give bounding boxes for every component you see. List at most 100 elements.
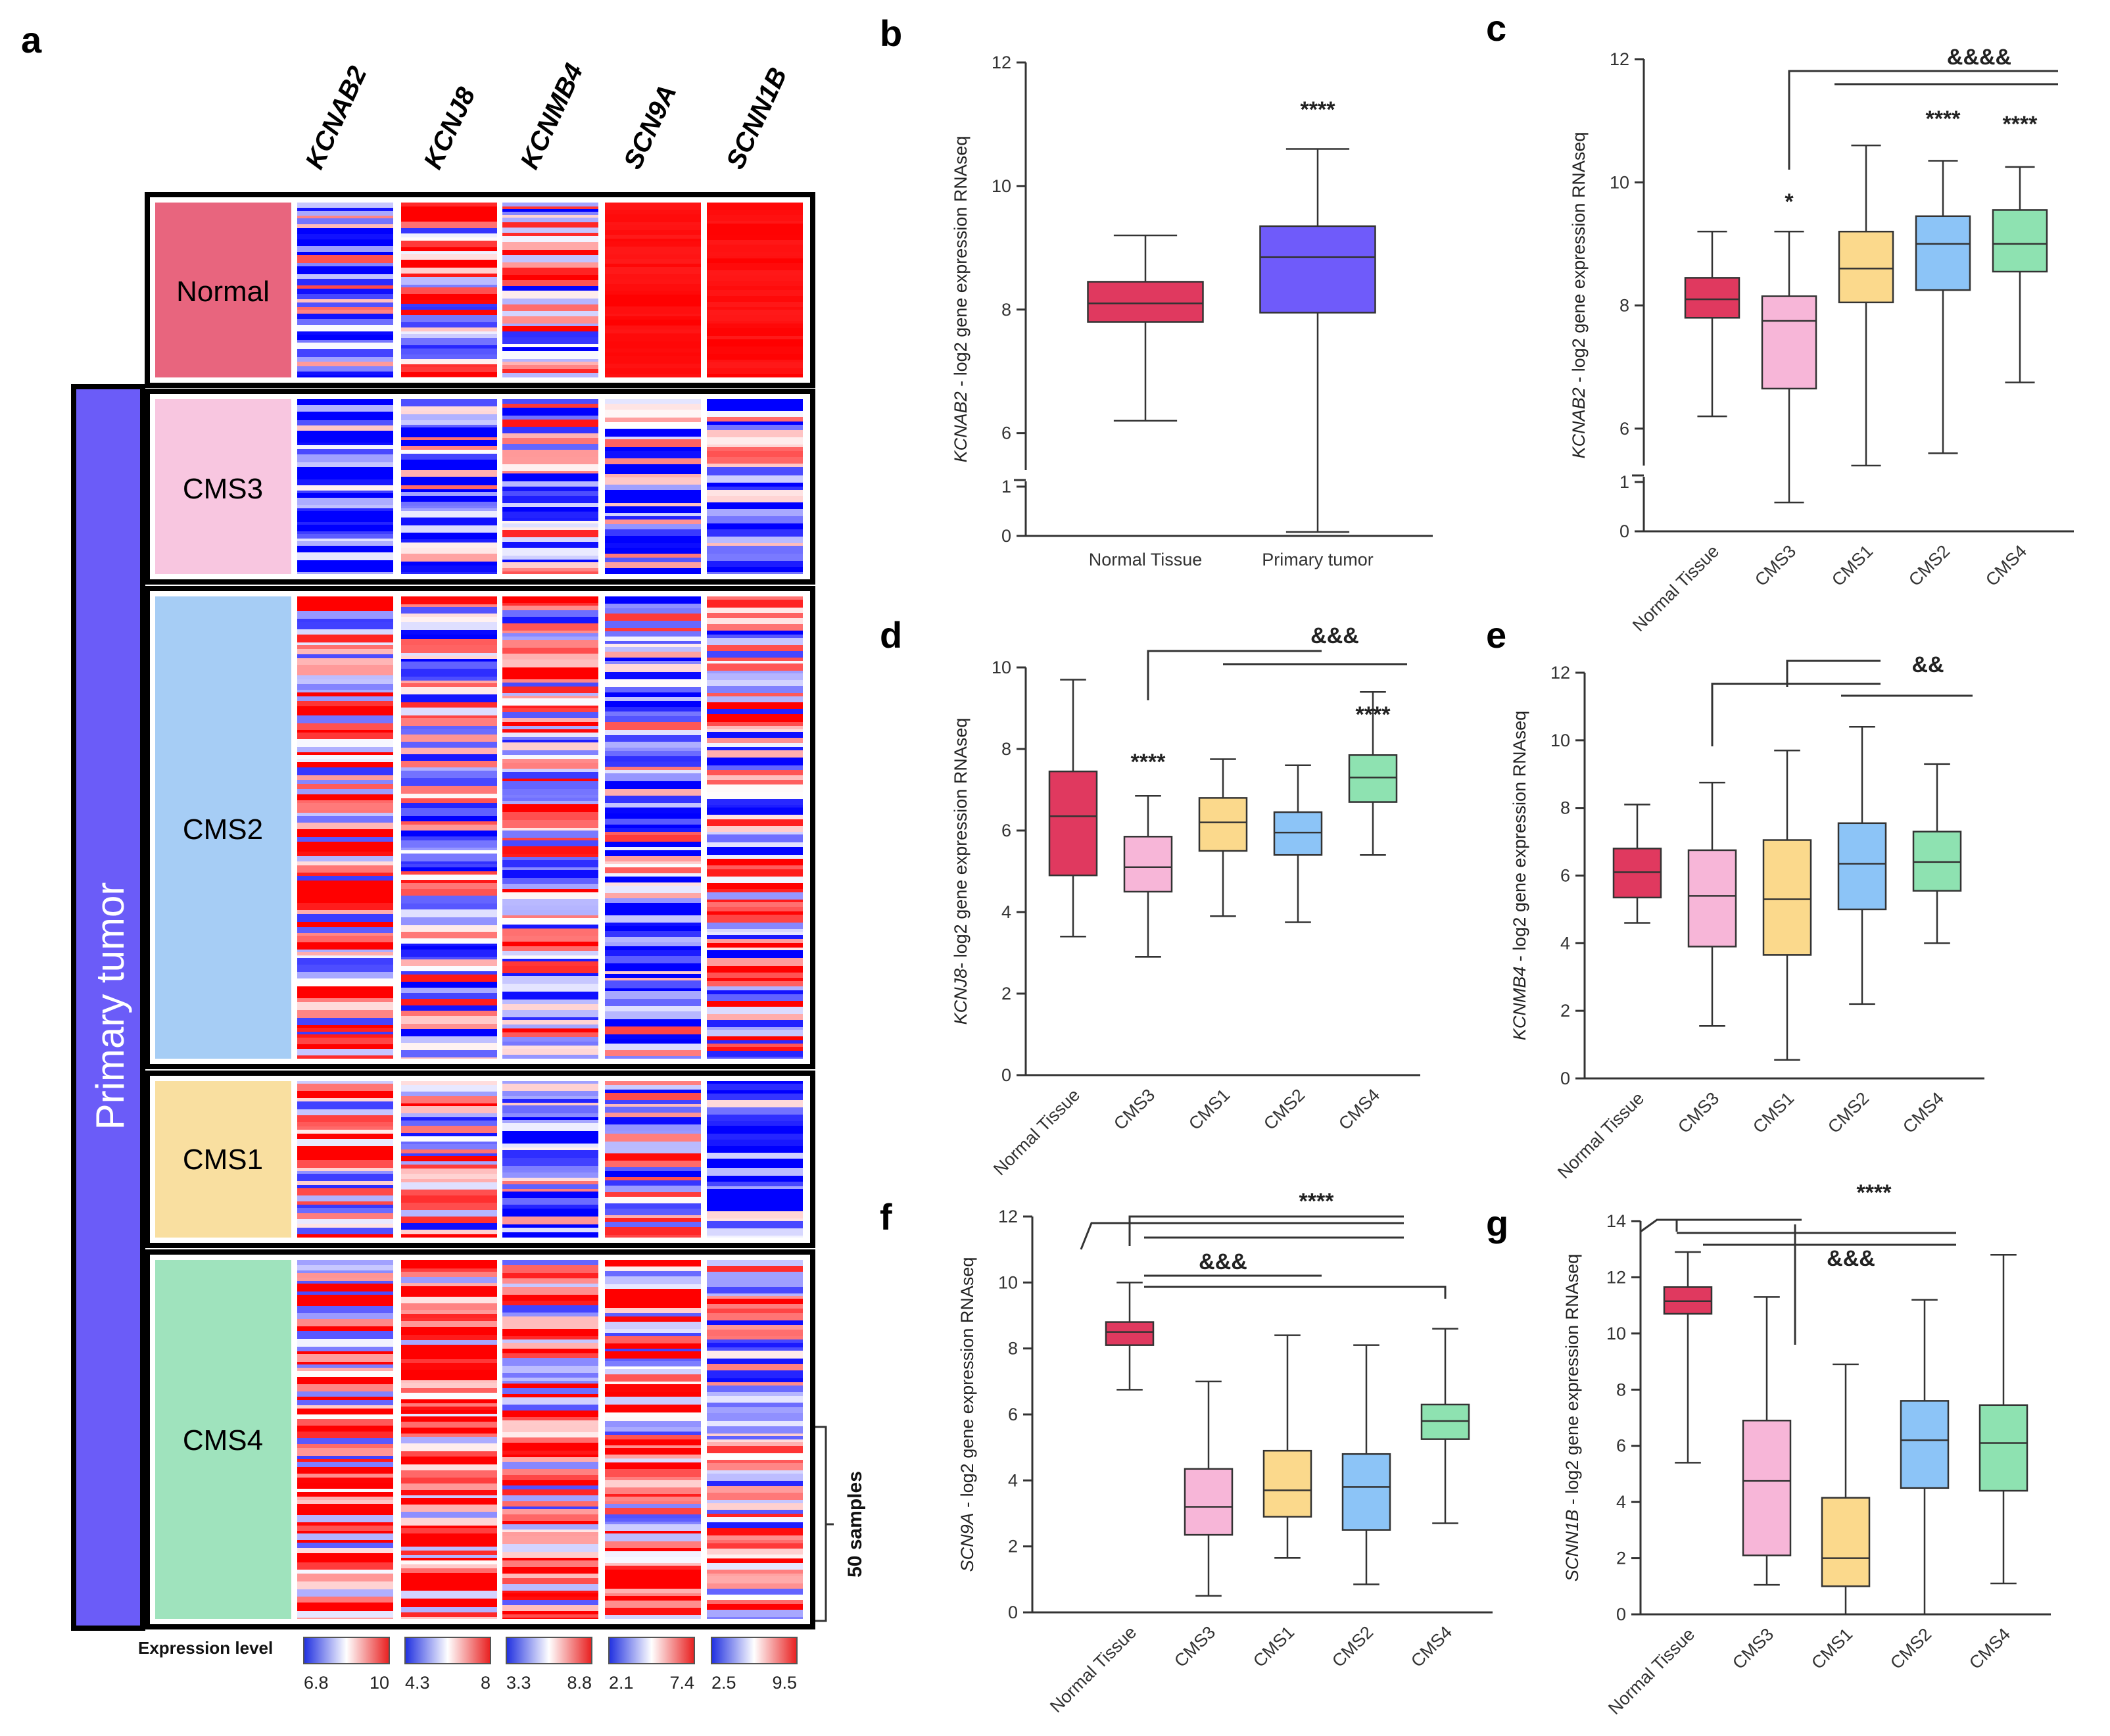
heatmap-cell: [297, 876, 393, 880]
heatmap-cell: [297, 755, 393, 759]
panel-letter-b: b: [880, 12, 902, 54]
significance-label: &&&: [1199, 1249, 1247, 1274]
heatmap-cell: [401, 315, 497, 322]
heatmap-cell: [297, 239, 393, 246]
heatmap-cell: [297, 1181, 393, 1185]
heatmap-cell: [297, 649, 393, 654]
y-axis-label-rest: - log2 gene expression RNAseq: [1569, 132, 1589, 388]
heatmap-cell: [605, 1085, 701, 1090]
heatmap-cell: [605, 748, 701, 751]
heatmap-cell: [401, 1464, 497, 1470]
heatmap-cell: [707, 932, 803, 935]
heatmap-cell: [297, 1055, 393, 1059]
heatmap-cell: [707, 832, 803, 834]
heatmap-cell: [707, 324, 803, 328]
heatmap-cell: [401, 1126, 497, 1133]
heatmap-cell: [502, 812, 598, 820]
heatmap-cell: [297, 706, 393, 710]
legend-colorbar: [303, 1637, 390, 1664]
heatmap-cell: [707, 1510, 803, 1514]
heatmap-cell: [605, 349, 701, 352]
heatmap-cell: [502, 344, 598, 347]
heatmap-cell: [297, 1419, 393, 1426]
heatmap-cell: [401, 687, 497, 694]
heatmap-cell: [502, 1324, 598, 1329]
heatmap-cell: [605, 1222, 701, 1227]
heatmap-cell: [605, 628, 701, 631]
heatmap-cell: [605, 352, 701, 356]
heatmap-cell: [502, 683, 598, 687]
heatmap-cell: [401, 203, 497, 206]
heatmap-cell: [502, 712, 598, 718]
heatmap-cell: [707, 1436, 803, 1439]
heatmap-cell: [297, 1134, 393, 1139]
y-tick-label: 8: [1001, 300, 1011, 320]
heatmap-cell: [401, 669, 497, 677]
heatmap-cell: [707, 1320, 803, 1325]
heatmap-cell: [502, 1091, 598, 1096]
significance-label: &&&: [1827, 1246, 1875, 1271]
heatmap-cell: [297, 1504, 393, 1509]
heatmap-cell: [401, 508, 497, 511]
heatmap-cell: [605, 320, 701, 326]
heatmap-cell: [707, 1153, 803, 1159]
heatmap-cell: [605, 1322, 701, 1329]
heatmap-cell: [605, 1576, 701, 1583]
heatmap-cell: [502, 1514, 598, 1521]
heatmap-cell: [605, 341, 701, 349]
heatmap-cell: [401, 1443, 497, 1451]
heatmap-cell: [502, 365, 598, 369]
heatmap-cell: [707, 815, 803, 819]
heatmap-cell: [401, 260, 497, 262]
heatmap-cell: [297, 1531, 393, 1533]
box-cms1: [1262, 1449, 1312, 1518]
heatmap-cell: [401, 237, 497, 241]
heatmap-cell: [707, 738, 803, 743]
heatmap-cell: [297, 433, 393, 436]
heatmap-cell: [707, 1378, 803, 1382]
heatmap-cell: [707, 1134, 803, 1140]
heatmap-cell: [502, 729, 598, 733]
heatmap-cell: [502, 491, 598, 496]
heatmap-cell: [502, 500, 598, 503]
heatmap-cell: [605, 596, 701, 604]
heatmap-cell: [401, 993, 497, 999]
x-tick-label: CMS4: [1965, 1624, 2014, 1673]
heatmap-cell: [502, 1237, 598, 1238]
heatmap-cell: [502, 347, 598, 351]
heatmap-cell: [502, 1020, 598, 1025]
heatmap-cell: [707, 1121, 803, 1126]
group-frame-cms3: [145, 389, 815, 585]
heatmap-cell: [297, 541, 393, 546]
heatmap-cell: [297, 1273, 393, 1278]
heatmap-cell: [401, 228, 497, 233]
heatmap-cell: [297, 1306, 393, 1313]
heatmap-cell: [605, 1533, 701, 1541]
heatmap-cell: [707, 509, 803, 516]
heatmap-cell: [401, 966, 497, 971]
heatmap-cell: [707, 1386, 803, 1392]
heatmap-cell: [605, 1504, 701, 1508]
significance-label: ****: [1926, 107, 1961, 132]
heatmap-cell: [401, 406, 497, 411]
heatmap-cell: [401, 1283, 497, 1286]
heatmap-cell: [401, 854, 497, 861]
heatmap-cell: [401, 1612, 497, 1617]
heatmap-cell: [707, 1570, 803, 1574]
heatmap-cell: [401, 1380, 497, 1383]
heatmap-cell: [297, 372, 393, 375]
heatmap-cell: [707, 1279, 803, 1287]
heatmap-cell: [401, 254, 497, 260]
heatmap-cell: [707, 1543, 803, 1549]
heatmap-cell: [297, 1146, 393, 1154]
heatmap-cell: [707, 1299, 803, 1304]
significance-label: ****: [1857, 1180, 1892, 1205]
heatmap-cell: [401, 1050, 497, 1057]
heatmap-cell: [297, 362, 393, 366]
heatmap-cell: [401, 1495, 497, 1498]
heatmap-cell: [297, 560, 393, 568]
heatmap-cell: [502, 215, 598, 218]
heatmap-cell: [605, 235, 701, 239]
heatmap-cell: [502, 693, 598, 696]
heatmap-cell: [297, 498, 393, 505]
